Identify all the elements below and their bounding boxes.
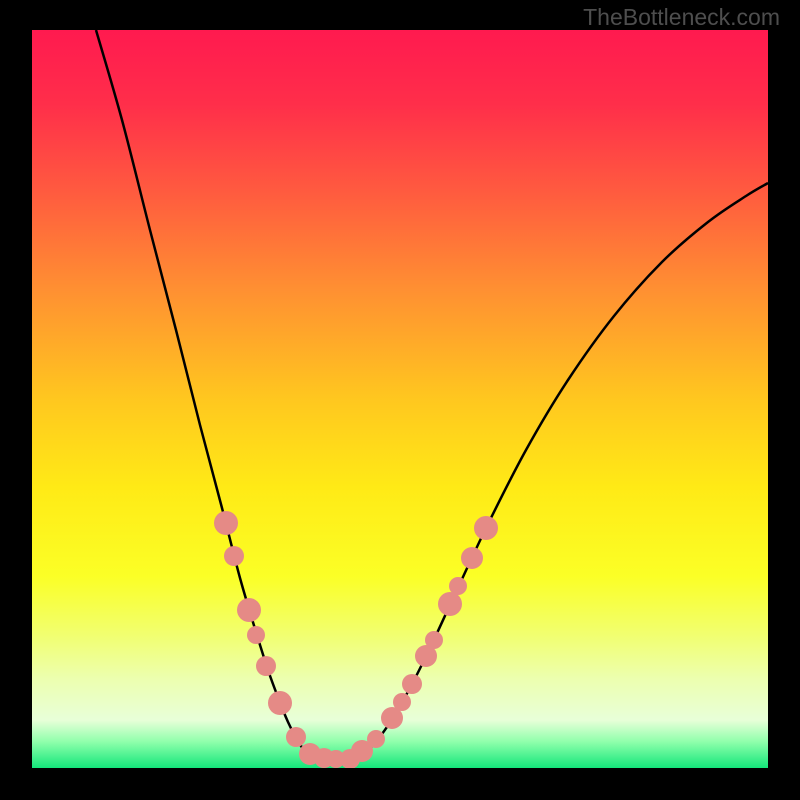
data-marker [461,547,483,569]
data-marker [247,626,265,644]
data-marker [367,730,385,748]
data-marker [438,592,462,616]
data-marker [256,656,276,676]
data-marker [268,691,292,715]
frame-border-left [0,0,32,800]
chart-svg [32,30,768,768]
curve-left [96,30,314,759]
data-marker [224,546,244,566]
curve-right [352,183,768,759]
frame-border-bottom [0,768,800,800]
data-marker [214,511,238,535]
data-marker [474,516,498,540]
data-marker [286,727,306,747]
data-marker [237,598,261,622]
data-marker [449,577,467,595]
frame-border-right [768,0,800,800]
data-marker [393,693,411,711]
plot-area [32,30,768,768]
marker-group [214,511,498,768]
data-marker [402,674,422,694]
watermark-text: TheBottleneck.com [583,4,780,31]
data-marker [425,631,443,649]
